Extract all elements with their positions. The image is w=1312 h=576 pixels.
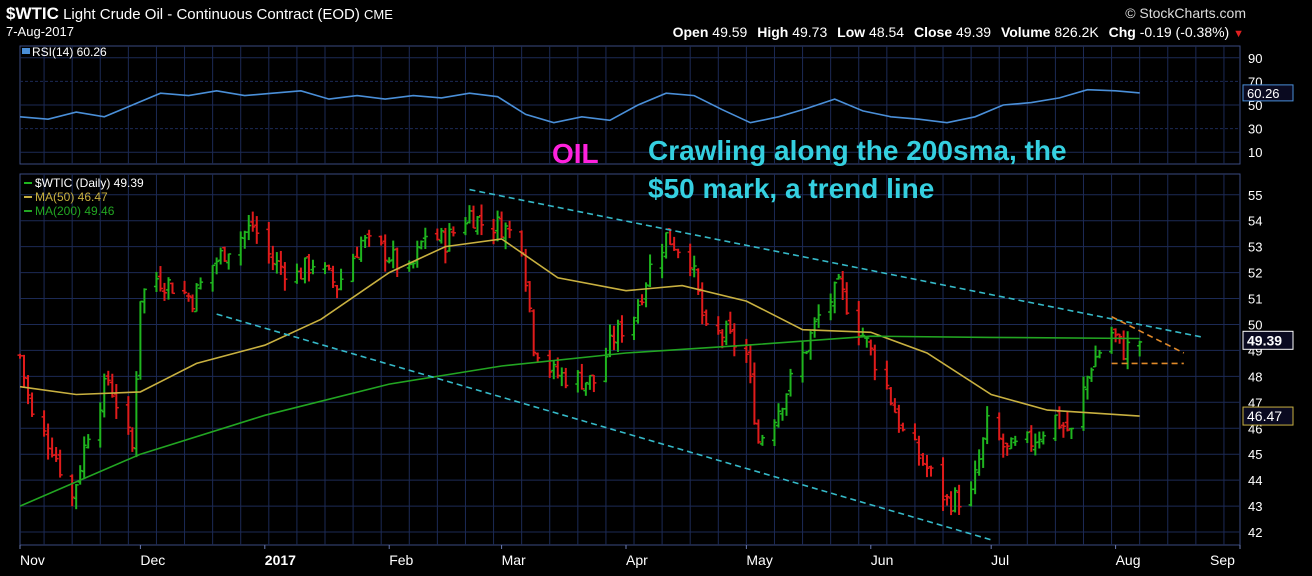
rsi-tick-label: 10	[1248, 145, 1262, 160]
price-tick-label: 55	[1248, 188, 1262, 203]
low-value: 48.54	[869, 24, 905, 40]
symbol: $WTIC	[6, 4, 59, 23]
rsi-value-badge	[1242, 84, 1294, 102]
volume-label: Volume	[1000, 24, 1051, 40]
trendline	[1111, 315, 1185, 354]
high-label: High	[757, 24, 789, 40]
volume-value: 826.2K	[1054, 24, 1099, 40]
high-value: 49.73	[792, 24, 828, 40]
price-legend-item: MA(200) 49.46	[35, 204, 115, 218]
comment-annotation-line1: Crawling along the 200sma, the	[648, 135, 1067, 166]
x-tick-label: Apr	[626, 552, 648, 568]
rsi-legend: RSI(14) 60.26	[32, 45, 107, 59]
description: Light Crude Oil - Continuous Contract (E…	[63, 6, 360, 23]
x-tick-label: May	[746, 552, 772, 568]
price-tick-label: 50	[1248, 317, 1262, 332]
price-legend-item: $WTIC (Daily) 49.39	[35, 176, 144, 190]
chg-value: -0.19 (-0.38%)	[1139, 24, 1230, 40]
price-frame	[19, 173, 1241, 546]
close-value: 49.39	[956, 24, 992, 40]
rsi-tick-label: 90	[1248, 51, 1262, 66]
price-tick-label: 52	[1248, 266, 1262, 281]
ma200-line	[19, 335, 1140, 507]
price-tick-label: 44	[1248, 473, 1262, 488]
low-label: Low	[837, 24, 866, 40]
open-label: Open	[672, 24, 709, 40]
x-tick-label: Jun	[871, 552, 894, 568]
x-tick-label: Sep	[1210, 552, 1235, 568]
close-value-badge	[1242, 330, 1294, 350]
ma50-value-label: 46.47	[1247, 408, 1282, 424]
price-tick-label: 51	[1248, 292, 1262, 307]
price-tick-label: 45	[1248, 447, 1262, 462]
price-tick-label: 47	[1248, 395, 1262, 410]
open-value: 49.59	[712, 24, 748, 40]
rsi-tick-label: 50	[1248, 98, 1262, 113]
chart-date: 7-Aug-2017	[6, 24, 74, 39]
x-tick-label: Feb	[389, 552, 413, 568]
price-tick-label: 48	[1248, 369, 1262, 384]
x-tick-label: Dec	[140, 552, 165, 568]
trendline	[469, 188, 1205, 339]
rsi-legend-swatch	[22, 48, 30, 54]
close-label: Close	[913, 24, 953, 40]
price-tick-label: 53	[1248, 240, 1262, 255]
price-legend-item: MA(50) 46.47	[35, 190, 108, 204]
close-value-label: 49.39	[1247, 332, 1282, 348]
rsi-value-label: 60.26	[1247, 86, 1280, 101]
chg-label: Chg	[1108, 24, 1136, 40]
x-axis: Nov Dec 2017 Feb Mar Apr May Jun Jul Aug Sep	[19, 545, 1241, 568]
rsi-tick-label: 30	[1248, 122, 1262, 137]
chart-title: $WTIC Light Crude Oil - Continuous Contr…	[6, 4, 393, 24]
chart-header: $WTIC Light Crude Oil - Continuous Contr…	[0, 0, 1312, 44]
price-tick-label: 54	[1248, 214, 1262, 229]
down-triangle-icon: ▼	[1233, 28, 1244, 40]
rsi-line	[19, 88, 1140, 124]
x-tick-label: Nov	[20, 552, 45, 568]
x-tick-label: Jul	[991, 552, 1009, 568]
x-tick-label: Aug	[1116, 552, 1141, 568]
copyright[interactable]: © StockCharts.com	[1125, 5, 1246, 21]
x-tick-label: 2017	[265, 552, 296, 568]
oil-annotation: OIL	[552, 138, 599, 169]
ma50-value-badge	[1242, 406, 1294, 426]
trendline	[216, 313, 992, 541]
exchange: CME	[364, 7, 393, 22]
price-tick-label: 43	[1248, 499, 1262, 514]
x-tick-label: Mar	[502, 552, 526, 568]
ma50-line	[19, 238, 1140, 417]
ohlc-summary: Open 49.59 High 49.73 Low 48.54 Close 49…	[667, 24, 1244, 40]
price-tick-label: 42	[1248, 525, 1262, 540]
comment-annotation-line2: $50 mark, a trend line	[648, 173, 934, 204]
